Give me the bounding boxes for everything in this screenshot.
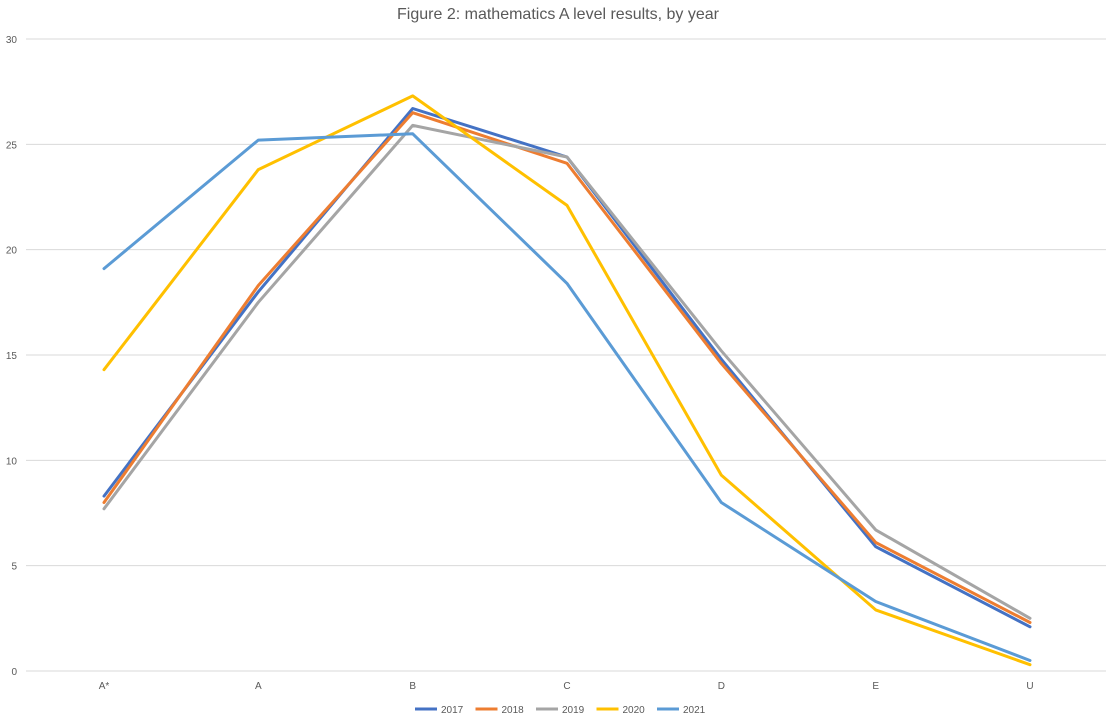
y-tick-label: 10 <box>6 456 18 467</box>
legend-label-2021: 2021 <box>683 705 706 716</box>
legend-label-2017: 2017 <box>441 705 464 716</box>
y-tick-label: 20 <box>6 246 18 257</box>
series-line-2018 <box>102 111 1032 624</box>
y-tick-label: 25 <box>6 140 18 151</box>
y-tick-label: 5 <box>11 562 17 573</box>
legend: 2017 2018 2019 2020 2021 <box>415 705 706 716</box>
gridlines <box>26 38 1106 672</box>
x-axis-ticks: A* A B C D E U <box>99 681 1034 692</box>
series-lines <box>102 94 1032 667</box>
y-tick-label: 30 <box>6 35 18 46</box>
x-tick-label: A <box>255 681 262 692</box>
chart-title: Figure 2: mathematics A level results, b… <box>397 6 720 23</box>
x-tick-label: D <box>718 681 725 692</box>
legend-label-2018: 2018 <box>502 705 525 716</box>
x-tick-label: B <box>409 681 416 692</box>
legend-label-2020: 2020 <box>623 705 646 716</box>
series-line-2019 <box>102 123 1032 620</box>
y-axis-ticks: 0 5 10 15 20 25 30 <box>6 35 18 678</box>
legend-label-2019: 2019 <box>562 705 585 716</box>
x-tick-label: E <box>872 681 879 692</box>
series-line-2021 <box>102 132 1032 662</box>
y-tick-label: 0 <box>11 667 17 678</box>
x-tick-label: A* <box>99 681 110 692</box>
x-tick-label: U <box>1026 681 1033 692</box>
y-tick-label: 15 <box>6 351 18 362</box>
x-tick-label: C <box>563 681 570 692</box>
series-line-2020 <box>102 94 1032 667</box>
